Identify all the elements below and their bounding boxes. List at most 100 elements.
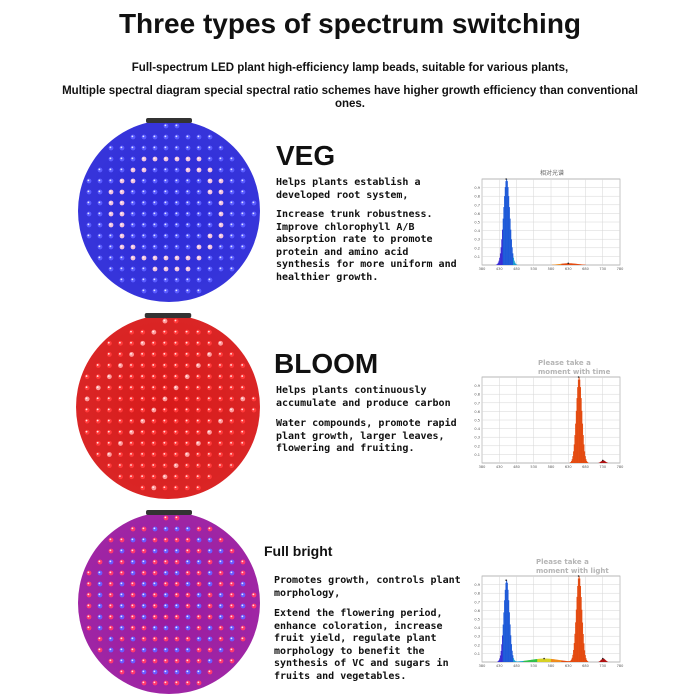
led-highlight <box>219 179 222 182</box>
spectrum-band <box>497 661 499 662</box>
led-highlight <box>219 571 222 574</box>
led-highlight <box>197 538 200 541</box>
led-highlight <box>118 352 121 355</box>
spectrum-band <box>505 181 507 265</box>
spectrum-band <box>568 263 570 265</box>
led-highlight <box>109 571 112 574</box>
spectrum-band <box>513 658 515 662</box>
led-highlight <box>197 604 200 607</box>
led-highlight <box>164 256 167 259</box>
spectrum-band <box>561 263 563 265</box>
spectrum-band <box>544 658 546 662</box>
led-highlight <box>219 408 221 411</box>
led-highlight <box>174 319 177 322</box>
y-tick-label: 0.7 <box>474 401 480 405</box>
x-tick-label: 430 <box>496 664 503 668</box>
y-tick-label: 0.4 <box>474 427 480 431</box>
spectrum-band <box>555 659 557 662</box>
led-highlight <box>130 330 132 333</box>
spectrum-band <box>506 179 508 265</box>
x-tick-label: 430 <box>496 465 503 469</box>
led-highlight <box>186 527 189 530</box>
spectrum-band <box>513 257 515 265</box>
led-highlight <box>164 648 167 651</box>
spectrum-band <box>580 596 582 662</box>
spectrum-band <box>599 661 601 662</box>
led-highlight <box>109 560 112 563</box>
led-highlight <box>196 341 199 344</box>
led-highlight <box>230 593 233 596</box>
led-highlight <box>118 341 121 344</box>
led-highlight <box>185 341 188 344</box>
led-highlight <box>164 549 167 552</box>
led-highlight <box>230 637 233 640</box>
led-highlight <box>163 464 166 466</box>
spectrum-band <box>571 657 573 662</box>
spectrum-band <box>569 660 571 662</box>
led-highlight <box>175 146 178 149</box>
spectrum-band <box>550 658 552 662</box>
led-highlight <box>109 179 112 182</box>
spectrum-band <box>579 379 581 463</box>
led-highlight <box>98 201 101 204</box>
spectrum-band <box>583 643 585 662</box>
led-highlight <box>120 582 123 585</box>
led-highlight <box>131 604 134 607</box>
led-highlight <box>219 352 221 355</box>
led-highlight <box>141 441 144 444</box>
spectrum-band <box>585 459 587 463</box>
led-highlight <box>163 452 166 455</box>
led-highlight <box>175 571 178 574</box>
x-tick-label: 780 <box>617 465 624 469</box>
spectrum-band <box>504 589 506 662</box>
page-title: Three types of spectrum switching <box>118 8 582 39</box>
spectrum-band <box>572 654 574 662</box>
led-highlight <box>98 190 101 193</box>
spectrum-band <box>582 622 584 662</box>
led-highlight <box>164 604 167 607</box>
led-highlight <box>120 615 123 618</box>
spectrum-band <box>571 659 572 662</box>
spectrum-band <box>568 661 570 662</box>
led-highlight <box>186 267 189 270</box>
led-highlight <box>109 168 112 171</box>
led-highlight <box>230 157 233 160</box>
spectrum-band <box>499 253 501 265</box>
spectrum-band <box>505 582 507 662</box>
led-highlight <box>219 341 221 344</box>
spectrum-band <box>563 660 565 662</box>
led-highlight <box>152 486 155 489</box>
led-highlight <box>107 352 110 355</box>
led-highlight <box>230 168 233 171</box>
spectrum-band <box>586 661 588 662</box>
spectrum-band <box>604 460 606 463</box>
led-highlight <box>208 212 211 215</box>
spectrum-band <box>528 660 530 662</box>
led-highlight <box>197 179 200 182</box>
led-highlight <box>175 135 178 138</box>
led-highlight <box>197 527 200 530</box>
led-highlight <box>98 637 101 640</box>
led-highlight <box>109 648 112 651</box>
led-highlight <box>164 681 167 684</box>
spectrum-band <box>586 461 588 463</box>
led-highlight <box>230 615 233 618</box>
led-highlight <box>230 659 233 662</box>
led-highlight <box>174 352 177 355</box>
led-highlight <box>153 615 156 618</box>
led-highlight <box>219 560 222 563</box>
spectrum-band <box>580 398 582 463</box>
led-highlight <box>197 648 200 651</box>
spectrum-band <box>577 585 579 662</box>
led-highlight <box>109 201 112 204</box>
led-highlight <box>230 408 232 411</box>
led-highlight <box>186 256 189 259</box>
spectrum-band <box>510 239 512 265</box>
led-highlight <box>120 659 123 662</box>
led-highlight <box>163 430 166 433</box>
led-highlight <box>120 157 123 160</box>
led-highlight <box>130 475 132 478</box>
lamp-bracket <box>146 510 192 515</box>
led-highlight <box>208 670 211 673</box>
led-highlight <box>153 593 156 596</box>
